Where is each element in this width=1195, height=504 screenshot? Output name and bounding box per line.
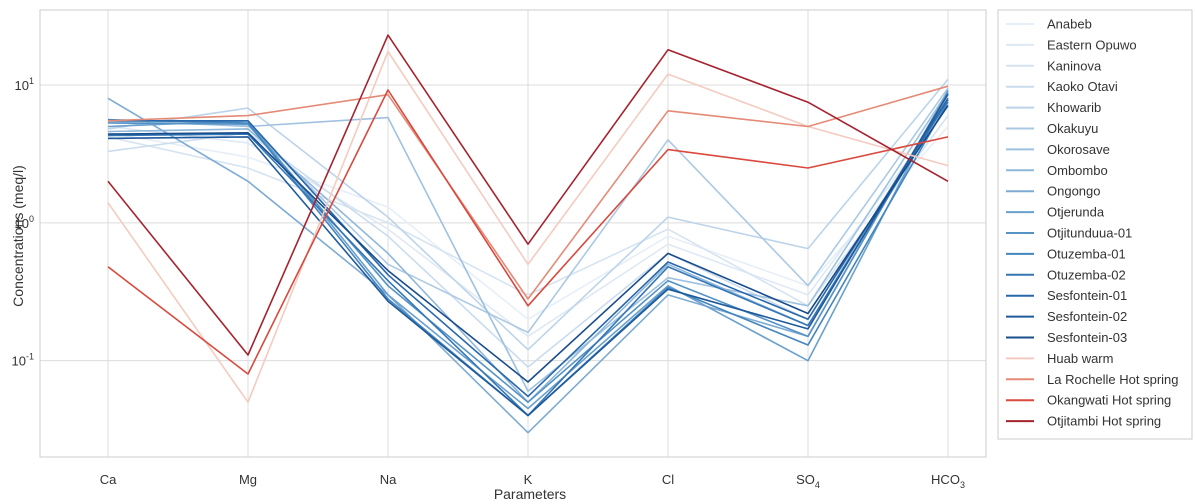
legend-label: Otjitambi Hot spring	[1047, 414, 1161, 429]
series-line	[108, 97, 949, 398]
legend-label: Eastern Opuwo	[1047, 37, 1137, 52]
legend-label: Sesfontein-02	[1047, 309, 1127, 324]
legend-label: Otjerunda	[1047, 205, 1105, 220]
legend-label: Okorosave	[1047, 142, 1110, 157]
legend-label: Anabeb	[1047, 17, 1092, 32]
y-tick-label: 101	[15, 76, 34, 93]
series-line	[107, 89, 949, 375]
y-axis-ticks: 10-1 100 101	[12, 76, 34, 369]
y-tick-label: 10-1	[12, 352, 34, 369]
legend-label: Otuzemba-02	[1047, 267, 1126, 282]
legend-label: Sesfontein-03	[1047, 330, 1127, 345]
legend: Anabeb Eastern Opuwo Kaninova Kaoko Otavi Kh…	[1006, 17, 1179, 429]
x-axis-ticks: Ca Mg Na K Cl SO4 HCO3	[100, 472, 965, 490]
series-line	[107, 105, 949, 338]
x-tick-label: HCO3	[931, 472, 965, 490]
series-line	[107, 78, 949, 351]
series-lines	[107, 34, 949, 434]
legend-label: Sesfontein-01	[1047, 288, 1127, 303]
x-tick-label: Ca	[100, 472, 117, 487]
x-tick-label: Mg	[239, 472, 257, 487]
x-tick-label: K	[524, 472, 533, 487]
legend-label: Otjitunduua-01	[1047, 226, 1132, 241]
y-axis-label: Concentrations (meq/l)	[10, 165, 26, 307]
series-line	[107, 34, 949, 356]
legend-label: Kaninova	[1047, 58, 1102, 73]
legend-label: Kaoko Otavi	[1047, 79, 1118, 94]
series-line	[107, 93, 949, 417]
legend-label: Khowarib	[1047, 100, 1101, 115]
legend-label: Okakuyu	[1047, 121, 1098, 136]
series-line	[107, 105, 949, 383]
legend-label: Huab warm	[1047, 351, 1113, 366]
x-tick-label: Na	[380, 472, 397, 487]
legend-label: La Rochelle Hot spring	[1047, 372, 1179, 387]
x-tick-label: SO4	[796, 472, 820, 490]
series-line	[107, 85, 949, 300]
x-tick-label: Cl	[662, 472, 674, 487]
legend-label: Okangwati Hot spring	[1047, 393, 1171, 408]
series-line	[107, 90, 949, 393]
legend-label: Otuzemba-01	[1047, 246, 1126, 261]
y-tick-label: 100	[15, 214, 34, 231]
legend-label: Ombombo	[1047, 163, 1108, 178]
legend-box	[997, 9, 1193, 440]
x-axis-label: Parameters	[494, 486, 566, 502]
plot-frame	[39, 9, 987, 458]
legend-label: Ongongo	[1047, 184, 1101, 199]
